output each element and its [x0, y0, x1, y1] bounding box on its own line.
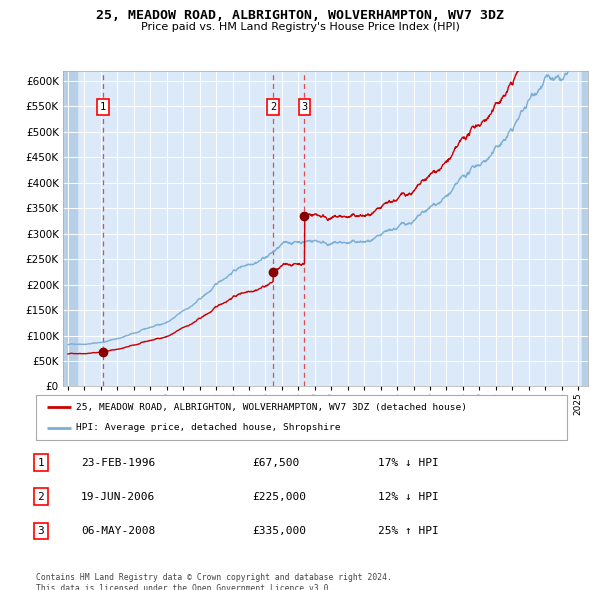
Text: 23-FEB-1996: 23-FEB-1996 [81, 458, 155, 467]
Text: 1: 1 [100, 102, 106, 112]
Text: 25% ↑ HPI: 25% ↑ HPI [378, 526, 439, 536]
Text: £67,500: £67,500 [252, 458, 299, 467]
Text: Contains HM Land Registry data © Crown copyright and database right 2024.
This d: Contains HM Land Registry data © Crown c… [36, 573, 392, 590]
Text: 12% ↓ HPI: 12% ↓ HPI [378, 492, 439, 502]
Text: £335,000: £335,000 [252, 526, 306, 536]
Text: 2: 2 [37, 492, 44, 502]
Text: 2: 2 [270, 102, 276, 112]
FancyBboxPatch shape [36, 395, 567, 440]
Text: Price paid vs. HM Land Registry's House Price Index (HPI): Price paid vs. HM Land Registry's House … [140, 22, 460, 32]
Text: £225,000: £225,000 [252, 492, 306, 502]
Text: 1: 1 [37, 458, 44, 467]
Bar [582, 71, 588, 386]
Bar [63, 71, 77, 386]
Text: 19-JUN-2006: 19-JUN-2006 [81, 492, 155, 502]
Text: 25, MEADOW ROAD, ALBRIGHTON, WOLVERHAMPTON, WV7 3DZ (detached house): 25, MEADOW ROAD, ALBRIGHTON, WOLVERHAMPT… [76, 403, 467, 412]
Text: 25, MEADOW ROAD, ALBRIGHTON, WOLVERHAMPTON, WV7 3DZ: 25, MEADOW ROAD, ALBRIGHTON, WOLVERHAMPT… [96, 9, 504, 22]
Text: 3: 3 [37, 526, 44, 536]
Text: HPI: Average price, detached house, Shropshire: HPI: Average price, detached house, Shro… [76, 423, 340, 432]
Text: 06-MAY-2008: 06-MAY-2008 [81, 526, 155, 536]
Text: 3: 3 [301, 102, 308, 112]
Text: 17% ↓ HPI: 17% ↓ HPI [378, 458, 439, 467]
